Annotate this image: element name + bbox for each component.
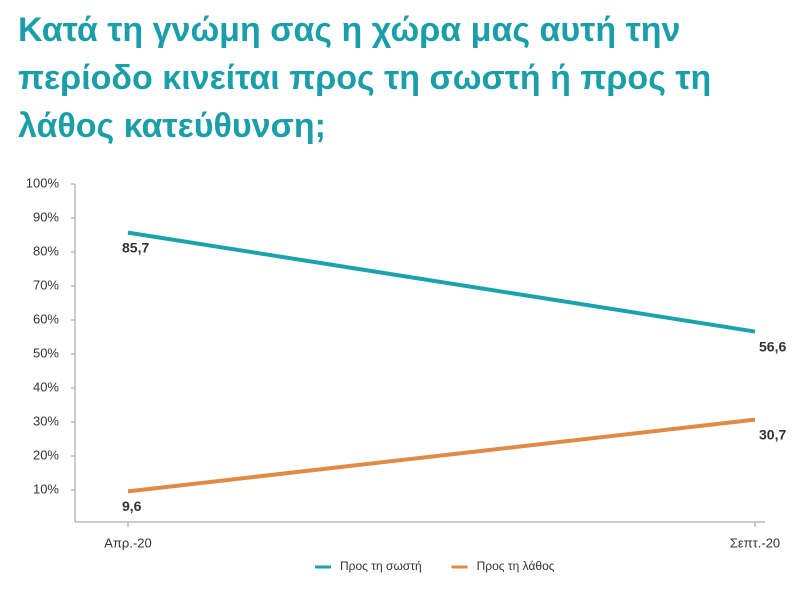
y-tick-label: 50% (33, 345, 59, 360)
y-tick-label: 70% (33, 277, 59, 292)
legend-label: Προς τη σωστή (340, 559, 422, 573)
y-tick-label: 100% (26, 175, 60, 190)
series-line (127, 417, 756, 494)
x-tick-label: Σεπτ.-20 (730, 535, 780, 550)
series-line (127, 230, 756, 334)
data-label: 56,6 (759, 338, 786, 354)
y-tick-label: 60% (33, 311, 59, 326)
y-tick-label: 90% (33, 209, 59, 224)
data-label: 30,7 (759, 426, 786, 442)
data-label: 85,7 (122, 239, 149, 255)
y-tick-label: 10% (33, 481, 59, 496)
x-tick-label: Απρ.-20 (104, 535, 151, 550)
y-tick-label: 30% (33, 413, 59, 428)
y-tick-label: 80% (33, 243, 59, 258)
y-tick-label: 40% (33, 379, 59, 394)
y-tick-label: 20% (33, 447, 59, 462)
legend-label: Προς τη λάθος (477, 559, 555, 573)
data-label: 9,6 (122, 498, 142, 514)
chart-title: Κατά τη γνώμη σας η χώρα μας αυτή την πε… (18, 11, 712, 145)
